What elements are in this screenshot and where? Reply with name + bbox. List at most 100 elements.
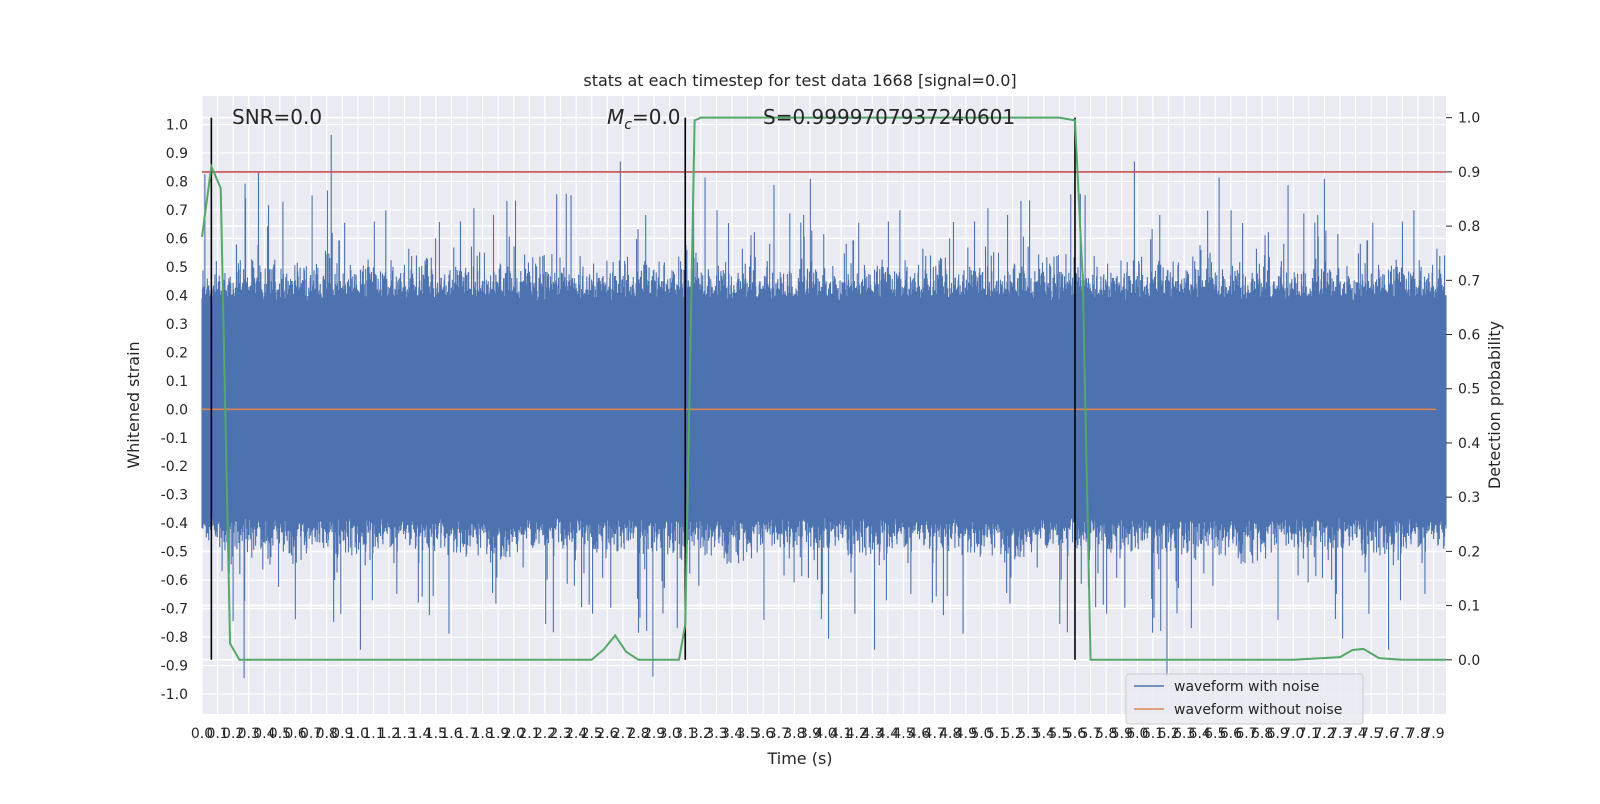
x-tick-label: 7.0: [1282, 726, 1304, 742]
x-tick-label: 0.9: [331, 726, 353, 742]
x-tick-label: 1.6: [440, 726, 462, 742]
x-tick-label: 0.7: [300, 726, 322, 742]
x-tick-label: 6.6: [1220, 726, 1242, 742]
x-tick-label: 1.2: [378, 726, 400, 742]
x-tick-label: 5.0: [970, 726, 992, 742]
x-tick-label: 0.4: [253, 726, 275, 742]
x-tick-label: 4.1: [830, 726, 852, 742]
x-tick-label: 4.7: [924, 726, 946, 742]
x-tick-label: 3.7: [768, 726, 790, 742]
x-tick-label: 2.7: [612, 726, 634, 742]
y-right-tick-label: 0.7: [1458, 273, 1480, 289]
x-tick-label: 2.1: [518, 726, 540, 742]
x-tick-label: 1.1: [362, 726, 384, 742]
x-tick-label: 6.5: [1204, 726, 1226, 742]
x-tick-label: 5.2: [1001, 726, 1023, 742]
x-tick-label: 6.4: [1189, 726, 1211, 742]
x-tick-label: 4.2: [846, 726, 868, 742]
x-tick-label: 4.4: [877, 726, 899, 742]
annotation-snr: SNR=0.0: [232, 105, 322, 129]
y-left-tick-label: -0.2: [161, 459, 188, 475]
y-right-tick-label: 0.6: [1458, 328, 1480, 344]
x-tick-label: 1.4: [409, 726, 431, 742]
y-right-tick-label: 0.4: [1458, 436, 1480, 452]
y-right-tick-label: 0.3: [1458, 490, 1480, 506]
y-right-tick-label: 1.0: [1458, 111, 1480, 127]
x-tick-label: 3.6: [752, 726, 774, 742]
axes: 0.00.10.20.30.40.50.60.70.80.91.01.11.21…: [161, 111, 1481, 742]
x-tick-label: 2.9: [643, 726, 665, 742]
y-left-tick-label: -1.0: [161, 687, 188, 703]
x-tick-label: 4.5: [892, 726, 914, 742]
annotations: SNR=0.0 Mc=0.0 S=0.9999707937240601: [232, 105, 1015, 133]
x-tick-label: 7.9: [1422, 726, 1444, 742]
y-left-tick-label: 0.9: [166, 146, 188, 162]
x-tick-label: 7.4: [1344, 726, 1366, 742]
x-tick-label: 6.2: [1157, 726, 1179, 742]
x-tick-label: 5.7: [1079, 726, 1101, 742]
x-tick-label: 4.0: [814, 726, 836, 742]
x-tick-label: 3.1: [674, 726, 696, 742]
y-left-tick-label: -0.4: [161, 516, 188, 532]
x-tick-label: 4.3: [861, 726, 883, 742]
series-detection-probability: [201, 116, 1446, 661]
x-tick-label: 0.1: [206, 726, 228, 742]
x-tick-label: 5.3: [1017, 726, 1039, 742]
x-tick-label: 0.0: [191, 726, 213, 742]
x-tick-label: 0.3: [238, 726, 260, 742]
x-tick-label: 6.3: [1173, 726, 1195, 742]
y-left-tick-label: 0.8: [166, 174, 188, 190]
x-tick-label: 2.5: [581, 726, 603, 742]
y-right-tick-label: 0.8: [1458, 219, 1480, 235]
y-left-tick-label: -0.6: [161, 573, 188, 589]
y-right-tick-label: 0.5: [1458, 382, 1480, 398]
annotation-score: S=0.9999707937240601: [763, 105, 1015, 129]
x-tick-label: 7.1: [1298, 726, 1320, 742]
x-tick-label: 3.4: [721, 726, 743, 742]
x-tick-label: 0.8: [316, 726, 338, 742]
x-tick-label: 5.1: [986, 726, 1008, 742]
y-right-tick-label: 0.2: [1458, 544, 1480, 560]
x-tick-label: 1.7: [456, 726, 478, 742]
x-tick-label: 7.2: [1313, 726, 1335, 742]
y-right-tick-label: 0.0: [1458, 653, 1480, 669]
x-tick-label: 7.5: [1360, 726, 1382, 742]
legend-label-clean: waveform without noise: [1174, 702, 1342, 718]
x-tick-label: 1.3: [394, 726, 416, 742]
x-tick-label: 0.6: [284, 726, 306, 742]
y-right-tick-label: 0.9: [1458, 165, 1480, 181]
x-tick-label: 2.6: [596, 726, 618, 742]
y-left-tick-label: 0.6: [166, 231, 188, 247]
x-tick-label: 6.7: [1235, 726, 1257, 742]
y-left-tick-label: -0.1: [161, 431, 188, 447]
x-tick-label: 5.6: [1064, 726, 1086, 742]
x-tick-label: 7.3: [1329, 726, 1351, 742]
y-axis-label-left: Whitened strain: [124, 341, 143, 468]
y-left-tick-label: 0.0: [166, 402, 188, 418]
x-tick-label: 3.3: [705, 726, 727, 742]
data-layer: [201, 116, 1447, 679]
legend: waveform with noise waveform without noi…: [1125, 673, 1364, 725]
y-left-tick-label: -0.8: [161, 630, 188, 646]
y-left-tick-label: 0.2: [166, 345, 188, 361]
x-tick-label: 5.5: [1048, 726, 1070, 742]
legend-box: [1125, 673, 1364, 725]
x-tick-label: 1.5: [425, 726, 447, 742]
x-tick-label: 4.8: [939, 726, 961, 742]
x-tick-label: 5.8: [1095, 726, 1117, 742]
x-tick-label: 2.8: [627, 726, 649, 742]
x-tick-label: 1.0: [347, 726, 369, 742]
y-axis-label-right: Detection probability: [1485, 321, 1504, 489]
x-tick-label: 1.9: [487, 726, 509, 742]
y-left-tick-label: -0.7: [161, 602, 188, 618]
y-left-tick-label: 0.4: [166, 288, 188, 304]
x-tick-label: 3.5: [736, 726, 758, 742]
y-left-tick-label: 0.5: [166, 260, 188, 276]
y-left-tick-label: -0.5: [161, 545, 188, 561]
x-tick-label: 0.2: [222, 726, 244, 742]
x-tick-label: 6.8: [1251, 726, 1273, 742]
annotation-chirp-mass: Mc=0.0: [607, 105, 681, 133]
x-tick-label: 7.8: [1407, 726, 1429, 742]
x-tick-label: 2.2: [534, 726, 556, 742]
